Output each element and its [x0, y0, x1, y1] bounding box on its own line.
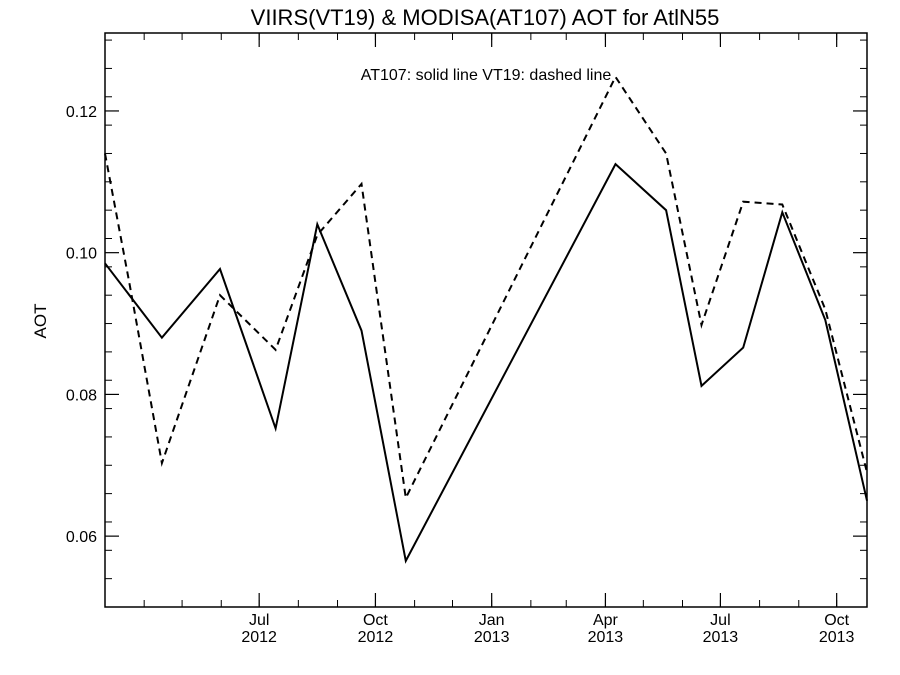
y-tick-label: 0.08 — [66, 387, 97, 404]
y-tick-label: 0.10 — [66, 246, 97, 263]
x-tick-label-year: 2012 — [241, 629, 277, 646]
x-tick-label-month: Jan — [479, 612, 505, 629]
x-tick-label-month: Oct — [824, 612, 849, 629]
series-line-vt19 — [104, 74, 868, 502]
x-tick-label-year: 2013 — [474, 629, 510, 646]
x-tick-label-month: Apr — [593, 612, 619, 629]
series-line-at107 — [104, 162, 868, 564]
x-tick-label-month: Oct — [363, 612, 388, 629]
x-tick-label-year: 2012 — [358, 629, 394, 646]
y-tick-label: 0.06 — [66, 529, 97, 546]
chart-annotation: AT107: solid line VT19: dashed line — [361, 67, 612, 84]
x-tick-label-month: Jul — [710, 612, 730, 629]
x-tick-label-year: 2013 — [588, 629, 624, 646]
axis-ticks — [105, 33, 867, 607]
plot-frame — [104, 32, 868, 608]
x-tick-label-month: Jul — [249, 612, 269, 629]
data-series — [104, 74, 868, 564]
chart-title: VIIRS(VT19) & MODISA(AT107) AOT for AtlN… — [251, 5, 720, 30]
axis-tick-labels: 0.060.080.100.12Jul2012Oct2012Jan2013Apr… — [66, 104, 855, 646]
y-axis-label: AOT — [31, 304, 50, 339]
x-tick-label-year: 2013 — [703, 629, 739, 646]
y-tick-label: 0.12 — [66, 104, 97, 121]
x-tick-label-year: 2013 — [819, 629, 855, 646]
